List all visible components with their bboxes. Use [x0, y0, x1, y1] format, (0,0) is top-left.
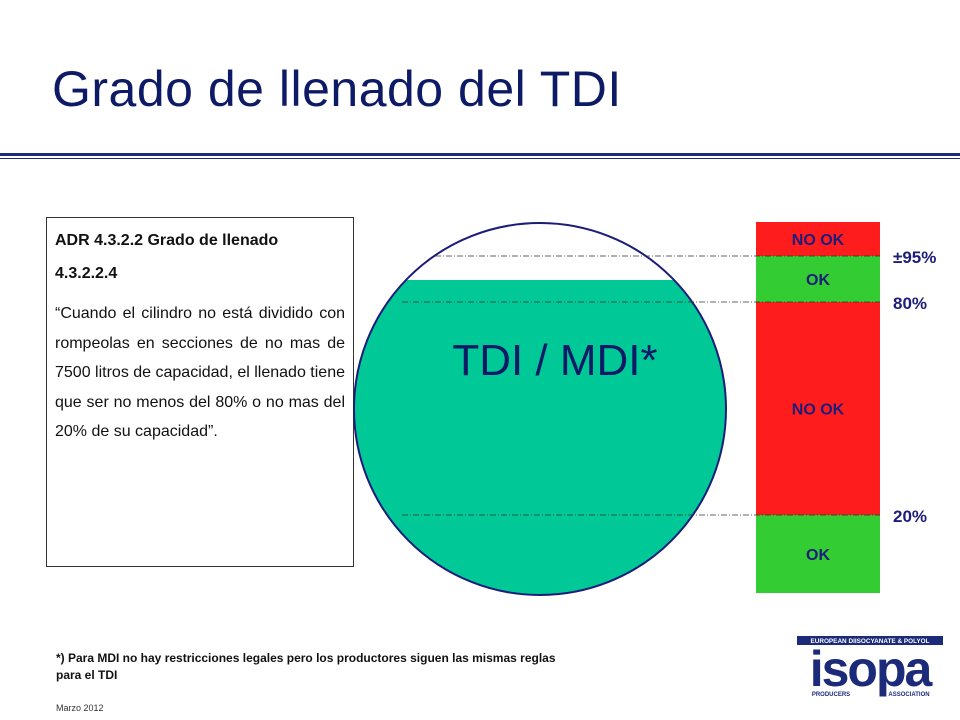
page-title: Grado de llenado del TDI — [52, 61, 622, 117]
zone-0-label: NO OK — [792, 232, 845, 249]
tank-liquid — [354, 280, 726, 595]
threshold-label-1: 80% — [893, 294, 927, 313]
regulation-subheading: 4.3.2.2.4 — [55, 265, 118, 282]
tank-outline — [353, 222, 727, 596]
isopa-logo: EUROPEAN DIISOCYANATE & POLYOL isopa PRO… — [797, 636, 943, 698]
threshold-lines — [402, 255, 880, 516]
title-divider-thin — [0, 158, 960, 159]
regulation-textbox: ADR 4.3.2.2 Grado de llenado 4.3.2.2.4 “… — [46, 217, 354, 567]
tank-label: TDI / MDI* — [452, 336, 657, 385]
logo-top-line: EUROPEAN DIISOCYANATE & POLYOL — [810, 638, 929, 645]
logo-bottom-right: ASSOCIATION — [888, 692, 929, 698]
zone-3-label: OK — [806, 547, 830, 564]
regulation-quote: “Cuando el cilindro no está dividido con… — [55, 305, 345, 440]
threshold-label-0: ±95% — [893, 248, 936, 267]
zone-1-bar — [756, 256, 880, 302]
title-divider — [0, 153, 960, 156]
footer-date: Marzo 2012 — [56, 703, 104, 713]
zone-2-label: NO OK — [792, 402, 845, 419]
footnote: *) Para MDI no hay restricciones legales… — [56, 651, 556, 682]
zone-1-label: OK — [806, 272, 830, 289]
regulation-heading: ADR 4.3.2.2 Grado de llenado — [55, 232, 279, 249]
tank — [353, 222, 727, 596]
threshold-labels: ±95% 80% 20% — [893, 248, 936, 526]
zone-0-bar — [756, 222, 880, 256]
threshold-label-2: 20% — [893, 507, 927, 526]
zone-3-bar — [756, 515, 880, 593]
logo-main: isopa — [810, 641, 934, 697]
zone-2-bar — [756, 302, 880, 515]
zone-scale: NO OK OK NO OK OK — [756, 222, 880, 593]
logo-bottom-left: PRODUCERS — [812, 692, 850, 698]
